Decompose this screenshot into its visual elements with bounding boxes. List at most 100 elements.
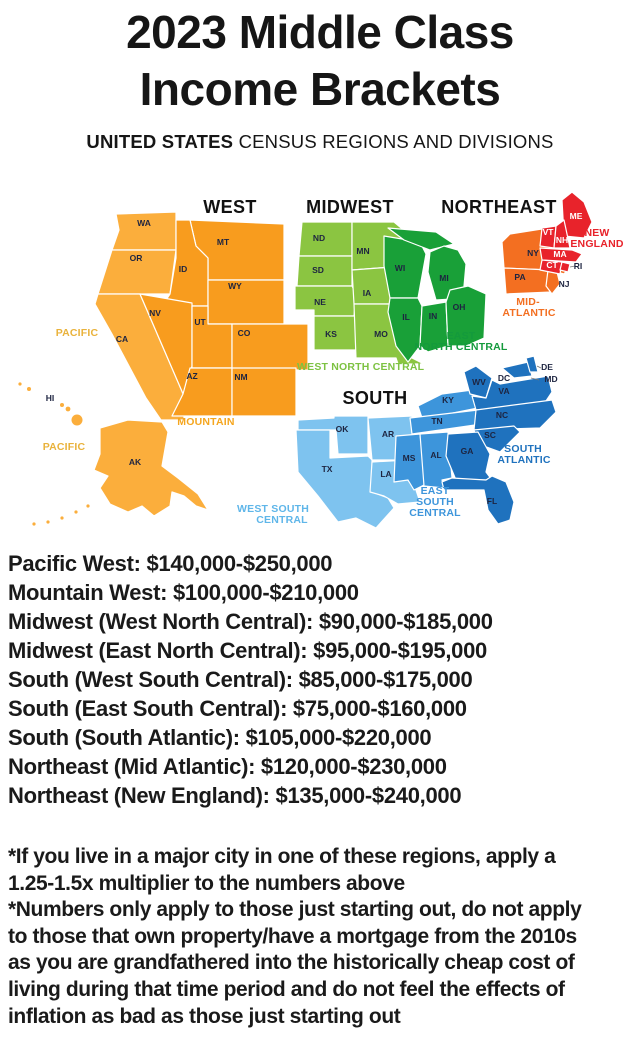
state-label-ma: MA	[553, 249, 566, 259]
label-wsc-line2: CENTRAL	[256, 514, 308, 526]
footnote-line: 1.25-1.5x multiplier to the numbers abov…	[8, 871, 405, 895]
state-shape-ga	[445, 431, 493, 481]
state-shape-nc	[473, 399, 557, 431]
state-label-ky: KY	[442, 395, 454, 405]
state-shape-sd	[296, 255, 353, 287]
state-shape-az	[171, 367, 233, 417]
state-label-ne: NE	[314, 297, 326, 307]
aleutian-island	[32, 522, 36, 526]
state-label-wv: WV	[472, 377, 486, 387]
division-sa-shapes	[441, 355, 557, 525]
state-shape-co	[231, 323, 309, 371]
aleutian-island	[46, 520, 50, 524]
state-label-wi: WI	[395, 263, 405, 273]
state-label-va: VA	[498, 386, 509, 396]
state-shape-ak	[93, 419, 209, 517]
state-label-de: DE	[541, 362, 553, 372]
state-label-nd: ND	[313, 233, 325, 243]
footnote-line: inflation as bad as those just starting …	[8, 1004, 401, 1028]
aleutian-island	[86, 504, 90, 508]
heading-south: SOUTH	[343, 388, 408, 408]
bracket-line: Northeast (New England): $135,000-$240,0…	[8, 783, 462, 808]
state-label-sc: SC	[484, 430, 496, 440]
label-east-north-central: EAST NORTH CENTRAL	[414, 330, 507, 353]
state-label-la: LA	[380, 469, 391, 479]
state-label-ok: OK	[336, 424, 350, 434]
state-shape-pa	[503, 267, 553, 295]
state-label-wy: WY	[228, 281, 242, 291]
state-shape-nd	[298, 221, 353, 257]
bracket-line: Mountain West: $100,000-$210,000	[8, 580, 359, 605]
state-label-ct: CT	[546, 260, 558, 270]
state-label-nh: NH	[556, 235, 568, 245]
subtitle-bold: UNITED STATES	[86, 131, 234, 152]
state-label-ms: MS	[403, 453, 416, 463]
state-label-ak: AK	[129, 457, 142, 467]
state-label-al: AL	[430, 450, 441, 460]
label-mountain: MOUNTAIN	[177, 416, 234, 428]
state-label-or: OR	[130, 253, 143, 263]
state-label-ar: AR	[382, 429, 394, 439]
page-title: 2023 Middle Class Income Brackets	[0, 4, 640, 118]
label-pacific-2: PACIFIC	[43, 441, 86, 453]
state-label-me: ME	[570, 211, 583, 221]
footnote-line: *Numbers only apply to those just starti…	[8, 898, 582, 922]
state-shape-in	[419, 301, 449, 353]
state-label-fl: FL	[487, 496, 497, 506]
state-shape-ct	[539, 259, 563, 275]
aleutian-island	[60, 516, 64, 520]
state-label-il: IL	[402, 312, 410, 322]
state-label-mo: MO	[374, 329, 388, 339]
state-shape-mi	[427, 245, 471, 301]
census-map: WEST MIDWEST NORTHEAST SOUTH PACIFIC PAC…	[18, 191, 624, 529]
label-mid-atlantic: MID- ATLANTIC	[502, 296, 555, 319]
heading-northeast: NORTHEAST	[441, 197, 557, 217]
label-wsc-line1: WEST SOUTH	[237, 503, 309, 515]
footnote-line: as you are grandfathered into the histor…	[8, 951, 575, 975]
ri-tick	[569, 265, 576, 268]
state-label-co: CO	[238, 328, 251, 338]
state-label-az: AZ	[186, 371, 197, 381]
state-label-mn: MN	[356, 246, 369, 256]
footnotes: *If you live in a major city in one of t…	[8, 844, 638, 1030]
state-shape-tx	[295, 429, 395, 529]
state-label-wa: WA	[137, 218, 151, 228]
state-label-nm: NM	[234, 372, 247, 382]
label-south-atlantic: SOUTH ATLANTIC	[497, 443, 550, 466]
state-label-mi: MI	[439, 273, 448, 283]
state-shape-de	[525, 355, 539, 373]
label-esc-line2: SOUTH	[416, 496, 454, 508]
hawaii-island	[65, 406, 71, 412]
bracket-line: Midwest (West North Central): $90,000-$1…	[8, 609, 493, 634]
state-label-nc: NC	[496, 410, 508, 420]
subtitle-rest: CENSUS REGIONS AND DIVISIONS	[238, 131, 554, 152]
state-shape-ri	[559, 261, 571, 273]
label-pacific: PACIFIC	[56, 327, 99, 339]
label-enc-line1: EAST	[447, 330, 476, 342]
label-esc-line1: EAST	[421, 485, 450, 497]
state-shape-md	[501, 361, 533, 379]
bracket-line: Pacific West: $140,000-$250,000	[8, 551, 333, 576]
state-label-tx: TX	[322, 464, 333, 474]
state-label-pa: PA	[514, 272, 525, 282]
bracket-line: Northeast (Mid Atlantic): $120,000-$230,…	[8, 754, 447, 779]
title-line-1: 2023 Middle Class	[126, 6, 514, 58]
state-label-ny: NY	[527, 248, 539, 258]
state-label-ga: GA	[461, 446, 474, 456]
state-label-ri: RI	[574, 261, 583, 271]
heading-midwest: MIDWEST	[306, 197, 394, 217]
bracket-line: South (West South Central): $85,000-$175…	[8, 667, 473, 692]
heading-west: WEST	[203, 197, 257, 217]
hawaii-island	[18, 382, 22, 386]
state-label-nj: NJ	[559, 279, 570, 289]
state-label-ia: IA	[363, 288, 372, 298]
state-label-tn: TN	[431, 416, 442, 426]
footnote-line: living during that time period and do no…	[8, 977, 565, 1001]
label-new-england: NEW ENGLAND	[570, 227, 623, 250]
income-bracket-list: Pacific West: $140,000-$250,000 Mountain…	[8, 549, 636, 810]
label-east-south-central: EAST SOUTH CENTRAL	[409, 485, 461, 519]
division-esc-shapes	[393, 389, 483, 491]
state-label-ca: CA	[116, 334, 128, 344]
state-shape-ma	[539, 247, 583, 263]
